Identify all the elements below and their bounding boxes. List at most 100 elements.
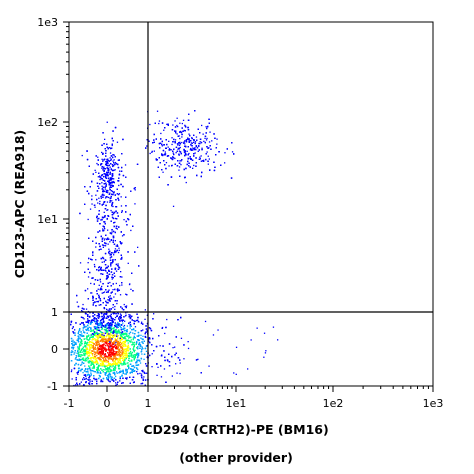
event-dot bbox=[88, 376, 90, 379]
event-dot bbox=[136, 340, 138, 343]
event-dot bbox=[177, 143, 179, 145]
event-dot bbox=[187, 347, 190, 350]
event-dot bbox=[111, 344, 113, 346]
event-dot bbox=[116, 323, 118, 325]
event-dot bbox=[85, 342, 87, 344]
event-dot bbox=[115, 245, 117, 247]
event-dot bbox=[81, 310, 83, 312]
event-dot bbox=[125, 350, 127, 352]
event-dot bbox=[88, 329, 90, 332]
event-dot bbox=[77, 351, 80, 353]
event-dot bbox=[116, 335, 118, 337]
event-dot bbox=[77, 354, 80, 356]
event-dot bbox=[108, 147, 111, 149]
event-dot bbox=[85, 360, 87, 362]
event-dot bbox=[156, 110, 159, 112]
event-dot bbox=[199, 158, 201, 160]
event-dot bbox=[128, 283, 131, 286]
event-dot bbox=[75, 355, 77, 357]
event-dot bbox=[111, 354, 114, 356]
event-dot bbox=[71, 369, 73, 371]
event-dot bbox=[178, 144, 181, 147]
event-dot bbox=[112, 365, 114, 367]
event-dot bbox=[99, 336, 101, 338]
event-dot bbox=[106, 201, 109, 203]
event-dot bbox=[119, 380, 121, 382]
event-dot bbox=[96, 354, 98, 357]
event-dot bbox=[96, 301, 98, 303]
event-dot bbox=[231, 151, 234, 153]
event-dot bbox=[87, 378, 89, 381]
event-dot bbox=[201, 160, 204, 162]
event-dot bbox=[106, 164, 108, 167]
event-dot bbox=[99, 362, 102, 365]
event-dot bbox=[118, 350, 120, 352]
event-dot bbox=[134, 349, 136, 351]
event-dot bbox=[83, 318, 85, 320]
event-dot bbox=[135, 362, 137, 364]
event-dot bbox=[106, 343, 108, 345]
event-dot bbox=[97, 288, 99, 290]
event-dot bbox=[126, 362, 128, 364]
event-dot bbox=[125, 293, 127, 295]
event-dot bbox=[129, 325, 131, 327]
event-dot bbox=[110, 349, 112, 352]
event-dot bbox=[102, 346, 104, 348]
event-dot bbox=[212, 334, 215, 336]
event-dot bbox=[70, 370, 73, 373]
event-dot bbox=[92, 251, 94, 253]
event-dot bbox=[81, 154, 83, 157]
event-dot bbox=[99, 372, 101, 374]
event-dot bbox=[86, 190, 89, 192]
event-dot bbox=[100, 197, 102, 199]
event-dot bbox=[94, 359, 96, 361]
event-dot bbox=[98, 364, 100, 366]
event-dot bbox=[85, 308, 88, 310]
event-dot bbox=[79, 343, 81, 345]
event-dot bbox=[144, 318, 146, 320]
event-dot bbox=[115, 329, 117, 331]
event-dot bbox=[80, 381, 82, 383]
event-dot bbox=[74, 352, 76, 354]
event-dot bbox=[107, 229, 109, 231]
event-dot bbox=[130, 352, 132, 355]
event-dot bbox=[115, 371, 118, 373]
event-dot bbox=[178, 150, 181, 152]
event-dot bbox=[133, 335, 135, 337]
event-dot bbox=[112, 252, 114, 254]
event-dot bbox=[113, 296, 115, 298]
event-dot bbox=[153, 313, 155, 315]
event-dot bbox=[85, 338, 87, 340]
event-dot bbox=[118, 184, 120, 187]
event-dot bbox=[76, 352, 78, 354]
event-dot bbox=[137, 353, 140, 355]
event-dot bbox=[114, 340, 116, 342]
event-dot bbox=[199, 141, 201, 143]
event-dot bbox=[104, 372, 106, 374]
event-dot bbox=[142, 348, 144, 350]
event-dot bbox=[109, 201, 111, 203]
event-dot bbox=[194, 141, 197, 143]
event-dot bbox=[110, 316, 112, 318]
event-dot bbox=[115, 282, 117, 285]
event-dot bbox=[111, 278, 113, 280]
event-dot bbox=[90, 292, 92, 294]
event-dot bbox=[146, 330, 148, 332]
event-dot bbox=[181, 136, 183, 138]
event-dot bbox=[117, 337, 119, 339]
event-dot bbox=[176, 117, 178, 119]
event-dot bbox=[87, 318, 89, 320]
event-dot bbox=[119, 313, 122, 315]
event-dot bbox=[89, 360, 92, 362]
event-dot bbox=[116, 228, 118, 230]
event-dot bbox=[93, 263, 96, 266]
event-dot bbox=[90, 282, 92, 285]
event-dot bbox=[114, 288, 116, 291]
event-dot bbox=[80, 349, 83, 351]
event-dot bbox=[96, 162, 98, 165]
event-dot bbox=[119, 320, 121, 322]
event-dot bbox=[98, 369, 100, 371]
event-dot bbox=[136, 342, 138, 344]
event-dot bbox=[101, 337, 103, 339]
event-dot bbox=[211, 140, 213, 142]
